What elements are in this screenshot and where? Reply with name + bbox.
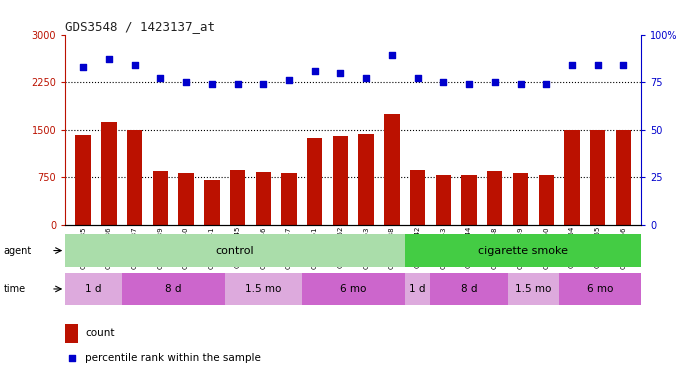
Point xyxy=(361,75,372,81)
Bar xyxy=(178,173,194,225)
Point xyxy=(515,81,526,87)
Bar xyxy=(405,273,431,305)
Point xyxy=(180,79,191,85)
Point xyxy=(412,75,423,81)
Bar xyxy=(65,234,405,267)
Bar xyxy=(487,171,503,225)
Bar xyxy=(302,273,405,305)
Text: time: time xyxy=(3,284,25,294)
Point xyxy=(464,81,475,87)
Bar xyxy=(333,136,348,225)
Text: cigarette smoke: cigarette smoke xyxy=(478,245,568,256)
Text: GDS3548 / 1423137_at: GDS3548 / 1423137_at xyxy=(65,20,215,33)
Point xyxy=(206,81,217,87)
Bar xyxy=(384,114,399,225)
Bar xyxy=(359,134,374,225)
Text: percentile rank within the sample: percentile rank within the sample xyxy=(85,353,261,362)
Bar xyxy=(225,273,302,305)
Bar xyxy=(508,273,559,305)
Point xyxy=(129,62,140,68)
Text: agent: agent xyxy=(3,245,32,256)
Point xyxy=(78,64,88,70)
Bar xyxy=(127,130,143,225)
Point xyxy=(155,75,166,81)
Bar xyxy=(405,234,641,267)
Text: 8 d: 8 d xyxy=(461,284,477,294)
Point xyxy=(438,79,449,85)
Text: control: control xyxy=(215,245,255,256)
Bar xyxy=(565,130,580,225)
Point xyxy=(232,81,243,87)
Point xyxy=(258,81,269,87)
Point xyxy=(104,56,115,62)
Bar xyxy=(102,122,117,225)
Bar xyxy=(462,175,477,225)
Point xyxy=(541,81,552,87)
Bar xyxy=(256,172,271,225)
Bar xyxy=(559,273,641,305)
Bar xyxy=(410,169,425,225)
Text: 1.5 mo: 1.5 mo xyxy=(245,284,281,294)
Bar xyxy=(65,273,122,305)
Point xyxy=(309,68,320,74)
Bar xyxy=(616,130,631,225)
Point xyxy=(66,354,77,361)
Bar xyxy=(230,169,246,225)
Point xyxy=(567,62,578,68)
Point xyxy=(618,62,629,68)
Text: 1 d: 1 d xyxy=(410,284,426,294)
Bar xyxy=(65,324,78,343)
Point xyxy=(386,52,397,58)
Point xyxy=(489,79,500,85)
Point xyxy=(283,77,294,83)
Text: count: count xyxy=(85,328,115,338)
Text: 6 mo: 6 mo xyxy=(340,284,366,294)
Bar xyxy=(539,175,554,225)
Bar xyxy=(431,273,508,305)
Bar xyxy=(122,273,225,305)
Bar xyxy=(513,173,528,225)
Bar xyxy=(75,135,91,225)
Bar xyxy=(590,130,606,225)
Bar xyxy=(307,139,322,225)
Bar xyxy=(204,180,220,225)
Bar xyxy=(281,173,297,225)
Point xyxy=(335,70,346,76)
Point xyxy=(592,62,603,68)
Bar xyxy=(436,175,451,225)
Bar xyxy=(153,171,168,225)
Text: 1 d: 1 d xyxy=(85,284,102,294)
Text: 1.5 mo: 1.5 mo xyxy=(515,284,552,294)
Text: 8 d: 8 d xyxy=(165,284,182,294)
Text: 6 mo: 6 mo xyxy=(587,284,613,294)
